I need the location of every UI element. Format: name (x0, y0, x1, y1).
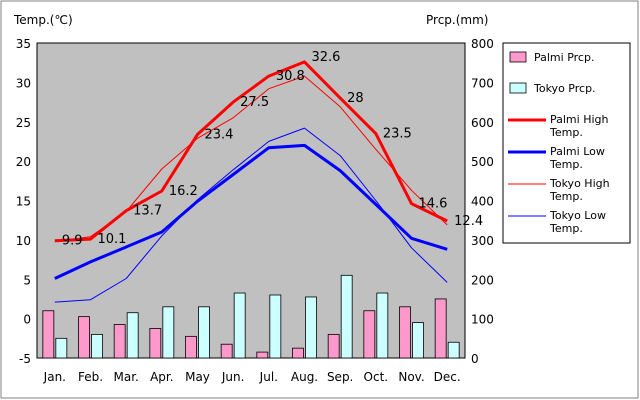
x-tick-label: Dec. (434, 370, 461, 384)
bar-palmi-prcp (292, 347, 304, 359)
y2-tick-label: 100 (471, 313, 494, 327)
y2-tick-label: 0 (471, 352, 479, 366)
data-label: 30.8 (276, 69, 305, 84)
y-tick-label: 25 (16, 116, 31, 130)
data-label: 27.5 (240, 95, 269, 110)
bar-palmi-prcp (78, 316, 90, 359)
y2-tick-label: 500 (471, 155, 494, 169)
bar-palmi-prcp (185, 335, 197, 359)
x-tick-label: Jun. (221, 370, 245, 384)
bar-tokyo-prcp (305, 296, 317, 359)
y-tick-label: 35 (16, 37, 31, 51)
data-label: 28 (347, 91, 364, 106)
bar-palmi-prcp (327, 333, 340, 359)
palmi-high-temp-line (54, 60, 448, 243)
legend-label: Temp. (549, 158, 583, 171)
y2-tick-label: 600 (471, 116, 494, 130)
bar-palmi-prcp (256, 351, 269, 359)
y2-tick-label: 300 (471, 234, 494, 248)
legend-label: Temp. (549, 126, 583, 139)
legend-label: Palmi Low (550, 145, 605, 158)
y2-tick-label: 800 (471, 37, 494, 51)
legend-swatch (509, 51, 527, 63)
y-tick-label: 5 (23, 273, 31, 287)
x-tick-label: Jan. (43, 370, 66, 384)
y-tick-label: 10 (16, 234, 31, 248)
bar-palmi-prcp (363, 310, 376, 359)
legend-box (502, 42, 631, 244)
y2-tick-label: 400 (471, 195, 494, 209)
data-label: 32.6 (312, 50, 341, 65)
y-tick-label: 30 (16, 76, 31, 90)
bar-palmi-prcp (149, 328, 162, 359)
legend-label: Tokyo Prcp. (533, 82, 596, 95)
legend: Palmi Prcp.Tokyo Prcp.Palmi HighTemp.Pal… (502, 42, 631, 244)
y-axis-title: Temp.(℃) (13, 13, 73, 27)
legend-label: Palmi High (550, 113, 609, 126)
bar-palmi-prcp (113, 324, 126, 359)
data-label: 14.6 (419, 197, 448, 212)
x-tick-label: Oct. (364, 370, 389, 384)
bar-tokyo-prcp (412, 322, 424, 359)
bar-tokyo-prcp (198, 306, 210, 359)
x-tick-label: May (185, 370, 210, 384)
bar-palmi-prcp (434, 298, 447, 359)
legend-label: Tokyo Low (549, 209, 606, 222)
data-label: 23.4 (205, 127, 234, 142)
bar-tokyo-prcp (55, 337, 68, 359)
bar-tokyo-prcp (376, 292, 389, 359)
legend-label: Palmi Prcp. (534, 51, 594, 64)
palmi-low-temp-line (54, 143, 448, 280)
bar-tokyo-prcp (340, 274, 353, 359)
bar-palmi-prcp (399, 306, 411, 359)
legend-label: Tokyo High (549, 177, 610, 190)
x-tick-label: Nov. (398, 370, 424, 384)
y2-tick-label: 200 (471, 273, 494, 287)
data-label: 13.7 (133, 204, 162, 219)
bar-tokyo-prcp (162, 306, 175, 359)
data-label: 9.9 (62, 234, 83, 249)
y2-axis-title: Prcp.(mm) (426, 13, 488, 27)
bar-tokyo-prcp (91, 333, 103, 359)
y-tick-label: 20 (16, 155, 31, 169)
data-label: 16.2 (169, 184, 198, 199)
plot-area: -5 0 5 10 15 20 25 30 35 0 100 200 300 400 500 600 700 80… (16, 37, 494, 384)
bar-tokyo-prcp (269, 294, 282, 359)
y-tick-label: -5 (19, 352, 31, 366)
x-tick-label: Sep. (327, 370, 353, 384)
bar-palmi-prcp (42, 310, 55, 359)
plot-background (36, 42, 466, 359)
y-tick-label: 15 (16, 195, 31, 209)
y-tick-label: 0 (23, 313, 31, 327)
x-tick-label: Mar. (113, 370, 138, 384)
bar-tokyo-prcp (233, 292, 246, 359)
bar-tokyo-prcp (447, 341, 460, 359)
data-label: 12.4 (454, 214, 483, 229)
bar-tokyo-prcp (126, 312, 139, 359)
legend-label: Temp. (549, 222, 583, 235)
bar-palmi-prcp (220, 343, 233, 359)
legend-label: Temp. (549, 190, 583, 203)
data-label: 10.1 (98, 232, 127, 247)
x-tick-label: Apr. (150, 370, 173, 384)
x-tick-label: Jul. (259, 370, 278, 384)
y2-tick-label: 700 (471, 76, 494, 90)
x-tick-label: Aug. (291, 370, 318, 384)
data-label: 23.5 (383, 127, 412, 142)
legend-swatch (509, 82, 527, 94)
x-tick-label: Feb. (78, 370, 103, 384)
